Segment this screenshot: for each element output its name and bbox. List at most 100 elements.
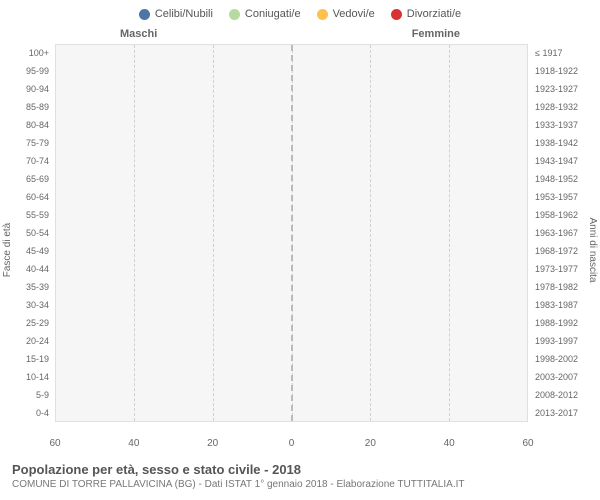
birth-label: 1938-1942 [535,138,578,148]
age-label: 85-89 [26,102,49,112]
pyramid-row [56,367,527,385]
birth-label: 2003-2007 [535,372,578,382]
female-half [292,63,528,81]
legend-label: Coniugati/e [245,8,301,20]
birth-label: 1963-1967 [535,228,578,238]
age-label: 30-34 [26,300,49,310]
female-half [292,314,528,332]
birth-label: 1973-1977 [535,264,578,274]
male-half [56,278,292,296]
female-half [292,278,528,296]
age-label: 95-99 [26,66,49,76]
female-half [292,242,528,260]
pyramid-row [56,278,527,296]
male-half [56,99,292,117]
male-half [56,242,292,260]
male-half [56,403,292,421]
pyramid-row [56,260,527,278]
female-half [292,188,528,206]
age-label: 90-94 [26,84,49,94]
male-half [56,45,292,63]
legend-swatch [229,9,240,20]
chart-subtitle: COMUNE DI TORRE PALLAVICINA (BG) - Dati … [12,479,588,490]
birth-label: 2013-2017 [535,408,578,418]
age-label: 65-69 [26,174,49,184]
female-half [292,349,528,367]
male-half [56,170,292,188]
pyramid-row [56,170,527,188]
female-half [292,99,528,117]
female-half [292,332,528,350]
female-half [292,170,528,188]
pyramid-row [56,188,527,206]
male-half [56,332,292,350]
male-half [56,224,292,242]
gender-labels: Maschi Femmine [60,28,520,40]
age-label: 15-19 [26,354,49,364]
pyramid-row [56,206,527,224]
legend-item: Vedovi/e [317,8,375,20]
birth-labels: ≤ 19171918-19221923-19271928-19321933-19… [532,44,600,422]
birth-label: 1998-2002 [535,354,578,364]
age-label: 35-39 [26,282,49,292]
female-half [292,224,528,242]
male-half [56,81,292,99]
age-label: 70-74 [26,156,49,166]
pyramid-chart: Celibi/Nubili Coniugati/e Vedovi/e Divorzia… [0,0,600,500]
birth-label: 1978-1982 [535,282,578,292]
pyramid-row [56,403,527,421]
male-half [56,152,292,170]
male-half [56,260,292,278]
birth-label: 1953-1957 [535,192,578,202]
age-label: 100+ [29,48,49,58]
pyramid-row [56,296,527,314]
age-label: 50-54 [26,228,49,238]
age-labels: 100+95-9990-9485-8980-8475-7970-7465-696… [0,44,52,422]
pyramid-row [56,81,527,99]
female-half [292,152,528,170]
pyramid-row [56,99,527,117]
x-tick: 0 [289,438,295,449]
pyramid-row [56,242,527,260]
age-label: 75-79 [26,138,49,148]
age-label: 0-4 [36,408,49,418]
x-tick: 20 [207,438,218,449]
female-half [292,296,528,314]
birth-label: 1923-1927 [535,84,578,94]
legend-item: Celibi/Nubili [139,8,213,20]
female-half [292,135,528,153]
plot-area [55,44,528,422]
male-half [56,314,292,332]
male-half [56,63,292,81]
male-half [56,385,292,403]
pyramid-row [56,152,527,170]
x-tick: 20 [365,438,376,449]
age-label: 60-64 [26,192,49,202]
age-label: 55-59 [26,210,49,220]
legend-swatch [139,9,150,20]
male-half [56,349,292,367]
birth-label: 1993-1997 [535,336,578,346]
birth-label: 1958-1962 [535,210,578,220]
birth-label: 1983-1987 [535,300,578,310]
bar-rows [56,45,527,421]
x-tick: 60 [49,438,60,449]
x-tick: 40 [128,438,139,449]
x-tick: 60 [522,438,533,449]
title-block: Popolazione per età, sesso e stato civil… [12,462,588,490]
male-half [56,296,292,314]
age-label: 25-29 [26,318,49,328]
male-half [56,117,292,135]
female-label: Femmine [412,28,460,40]
pyramid-row [56,349,527,367]
pyramid-row [56,135,527,153]
female-half [292,260,528,278]
female-half [292,403,528,421]
male-label: Maschi [120,28,157,40]
female-half [292,81,528,99]
male-half [56,367,292,385]
birth-label: 1988-1992 [535,318,578,328]
x-tick: 40 [444,438,455,449]
legend-swatch [391,9,402,20]
legend-item: Divorziati/e [391,8,461,20]
